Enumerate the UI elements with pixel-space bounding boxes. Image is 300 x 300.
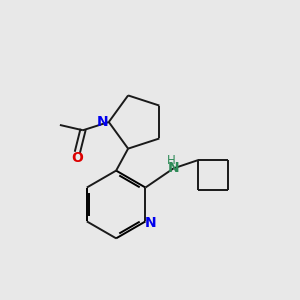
Text: O: O (72, 151, 83, 165)
Text: N: N (168, 160, 180, 175)
Text: H: H (167, 154, 176, 167)
Text: N: N (145, 216, 157, 230)
Text: N: N (97, 115, 108, 129)
